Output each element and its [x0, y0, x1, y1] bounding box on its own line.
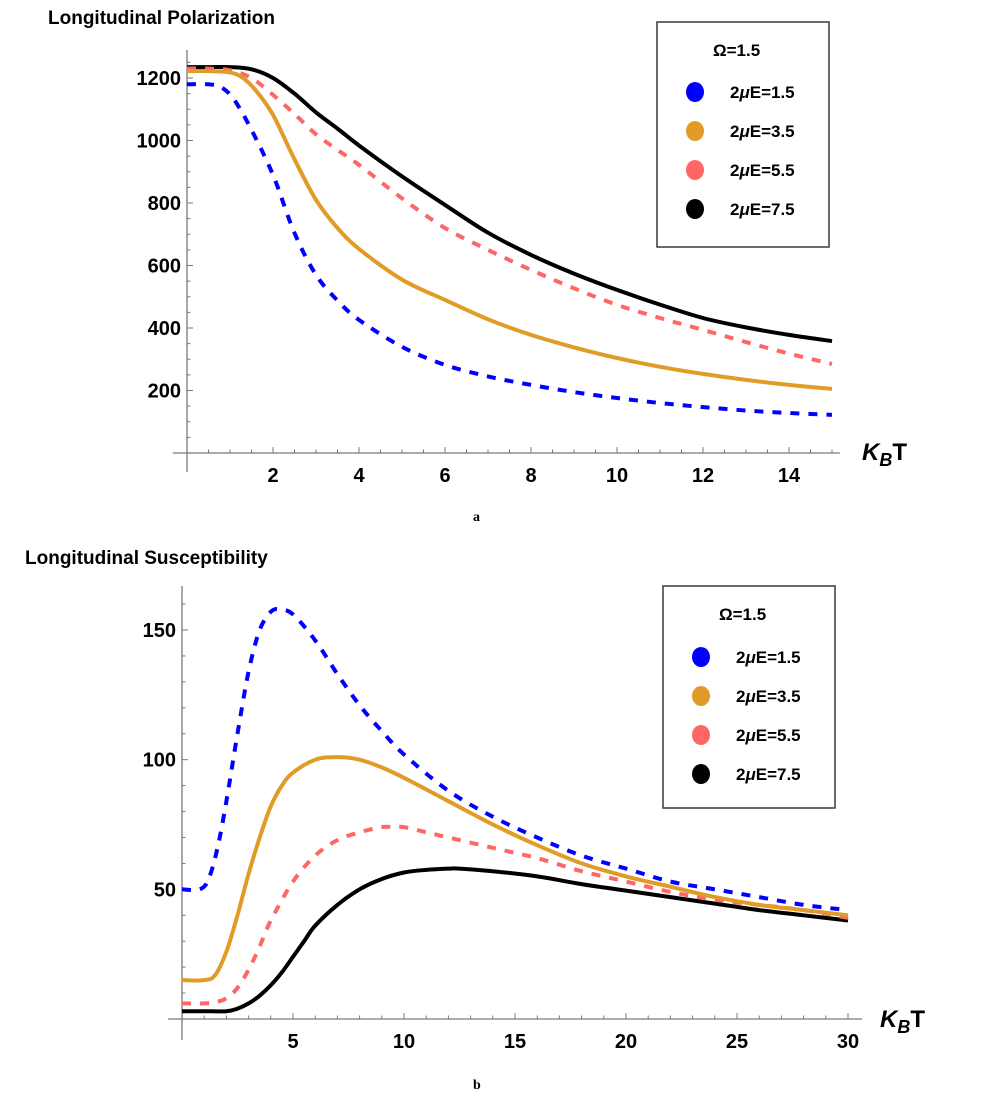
legend-label: 2μE=3.5: [730, 122, 795, 141]
legend-entry: 2μE=7.5: [692, 764, 801, 784]
legend-label: 2μE=5.5: [730, 161, 795, 180]
y-tick-label: 1000: [137, 131, 182, 153]
chart-title: Longitudinal Susceptibility: [25, 548, 268, 569]
legend-marker: [692, 725, 710, 745]
x-tick-label: 30: [837, 1031, 859, 1053]
legend-label: 2μE=1.5: [736, 648, 801, 667]
x-tick-label: 8: [525, 465, 536, 487]
legend: Ω=1.5 2μE=1.5 2μE=3.5 2μE=5.5 2μE=7.5: [656, 21, 830, 248]
x-axis-label-sub: B: [897, 1017, 910, 1037]
legend-marker: [692, 686, 710, 706]
legend-marker: [686, 160, 704, 180]
chart-title: Longitudinal Polarization: [48, 8, 275, 29]
legend-entry: 2μE=7.5: [686, 199, 795, 219]
legend-marker: [692, 764, 710, 784]
axes: 2 4 6 8 10 12 14 200 400 600 800 1000 1200: [137, 50, 840, 487]
series-line-21-5: [186, 82, 833, 417]
legend: Ω=1.5 2μE=1.5 2μE=3.5 2μE=5.5 2μE=7.5: [662, 585, 836, 809]
y-tick-label: 400: [148, 318, 181, 340]
legend-marker: [686, 82, 704, 102]
x-tick-label: 6: [439, 465, 450, 487]
legend-label: 2μE=5.5: [736, 726, 801, 745]
x-axis-label-main: K: [862, 439, 881, 466]
legend-entry: 2μE=5.5: [692, 725, 801, 745]
legend-entry: 2μE=1.5: [692, 647, 801, 667]
x-tick-label: 10: [606, 465, 628, 487]
legend-entry: 2μE=3.5: [692, 686, 801, 706]
y-tick-label: 100: [143, 750, 176, 772]
legend-entry: 2μE=5.5: [686, 160, 795, 180]
x-tick-label: 15: [504, 1031, 526, 1053]
x-tick-label: 25: [726, 1031, 748, 1053]
legend-label: 2μE=7.5: [730, 200, 795, 219]
x-axis-label: KBT: [862, 439, 907, 470]
y-tick-label: 150: [143, 620, 176, 642]
series-line-27-5: [187, 64, 833, 344]
series-line-27-5: [182, 866, 849, 1014]
x-axis-label-sub: B: [879, 450, 892, 470]
chart-panel-a: Longitudinal Polarization 2 4 6 8 10 12 14 200 4…: [48, 8, 907, 525]
y-tick-label: 1200: [137, 68, 182, 90]
x-axis-label: KBT: [880, 1006, 925, 1037]
legend-entry: 2μE=1.5: [686, 82, 795, 102]
x-axis-label-main: K: [880, 1006, 899, 1033]
legend-entries: 2μE=1.5 2μE=3.5 2μE=5.5 2μE=7.5: [686, 82, 795, 219]
x-tick-label: 14: [778, 465, 801, 487]
series-layer: [181, 606, 849, 1014]
chart-panel-b: Longitudinal Susceptibility 5 10 15 20 25 305…: [25, 548, 925, 1093]
y-tick-label: 200: [148, 381, 181, 403]
legend-marker: [686, 199, 704, 219]
legend-label: 2μE=7.5: [736, 765, 801, 784]
y-tick-label: 50: [154, 879, 176, 901]
x-axis-label-tail: T: [910, 1006, 925, 1033]
series-line-23-5: [186, 69, 833, 391]
legend-entry: 2μE=3.5: [686, 121, 795, 141]
x-tick-label: 10: [393, 1031, 415, 1053]
legend-entries: 2μE=1.5 2μE=3.5 2μE=5.5 2μE=7.5: [692, 647, 801, 784]
legend-box: [662, 585, 836, 809]
x-tick-label: 4: [353, 465, 365, 487]
axes: 5 10 15 20 25 30 50 100 150: [143, 586, 862, 1053]
x-tick-label: 12: [692, 465, 714, 487]
x-tick-label: 20: [615, 1031, 637, 1053]
legend-marker: [686, 121, 704, 141]
series-line-23-5: [181, 755, 849, 983]
y-tick-label: 800: [148, 193, 181, 215]
legend-label: 2μE=1.5: [730, 83, 795, 102]
series-layer: [186, 64, 833, 417]
legend-marker: [692, 647, 710, 667]
legend-title: Ω=1.5: [719, 605, 766, 624]
figure-caption-b: b: [473, 1078, 481, 1093]
x-tick-label: 5: [287, 1031, 298, 1053]
y-tick-label: 600: [148, 256, 181, 278]
figure-caption-a: a: [473, 510, 480, 525]
x-axis-label-tail: T: [892, 439, 907, 466]
legend-box: [656, 21, 830, 248]
legend-label: 2μE=3.5: [736, 687, 801, 706]
legend-title: Ω=1.5: [713, 41, 760, 60]
series-line-25-5: [181, 824, 849, 1006]
x-tick-label: 2: [267, 465, 278, 487]
